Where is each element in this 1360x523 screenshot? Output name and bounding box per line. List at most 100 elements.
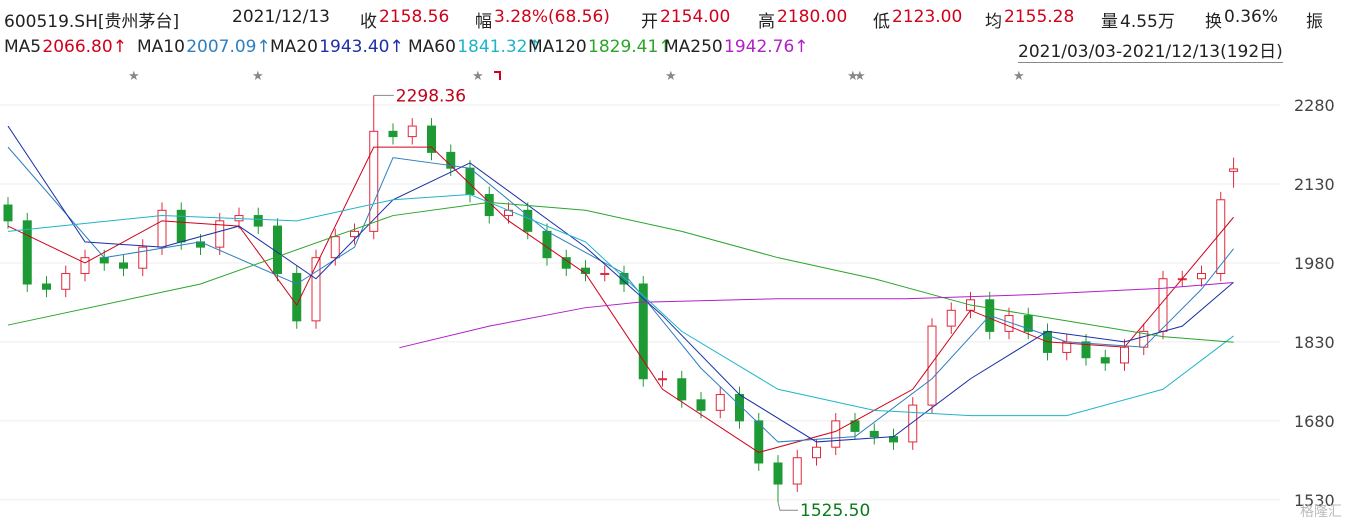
ma-value: 2066.80↑ — [42, 37, 127, 57]
candle-body — [3, 204, 13, 222]
star: ★ — [665, 69, 677, 84]
y-tick-label: 2280 — [1294, 96, 1335, 115]
ma-value: 1942.76↑ — [724, 37, 809, 57]
candle-body — [253, 215, 263, 227]
y-tick-label: 1830 — [1294, 333, 1335, 352]
ma-line — [7, 125, 1234, 443]
stat-label: 换 — [1205, 12, 1222, 32]
annotation-label: 1525.50 — [800, 501, 870, 521]
stat-value: 2154.00 — [660, 7, 731, 27]
candle-body — [812, 446, 821, 459]
candle-body — [311, 257, 321, 322]
y-tick-label: 2130 — [1294, 175, 1335, 194]
candle-body — [927, 325, 937, 406]
ma-name: MA120 — [528, 37, 587, 57]
ma-value: 1943.40↑ — [319, 37, 404, 57]
ma-name: MA20 — [270, 37, 318, 57]
ma-name: MA5 — [4, 37, 42, 57]
stat-value: 4.55万 — [1120, 12, 1175, 32]
star: ★ — [847, 69, 859, 84]
candle-body — [1100, 357, 1110, 364]
ma-name: MA10 — [137, 37, 185, 57]
stat-label: 开 — [641, 12, 658, 32]
stat-value: 2180.00 — [777, 7, 848, 27]
ma-line — [399, 282, 1234, 349]
candle-body — [446, 151, 456, 169]
candle-body — [138, 246, 148, 269]
candle-body — [831, 420, 841, 448]
annotation-pointer — [777, 502, 798, 511]
candle-body — [581, 267, 590, 274]
candle-body — [523, 209, 533, 232]
stat-label: 量 — [1101, 12, 1118, 32]
stat-value: 2158.56 — [379, 7, 450, 27]
ma-name: MA250 — [664, 37, 723, 57]
ma-name: MA60 — [408, 37, 456, 57]
ma-value: 2007.09↑ — [186, 37, 271, 57]
y-tick-label: 1530 — [1294, 491, 1335, 510]
stat-value: 2123.00 — [892, 7, 963, 27]
candle-body — [484, 194, 494, 217]
stat-value: 0.36% — [1224, 7, 1279, 27]
y-tick-label: 1980 — [1294, 254, 1335, 273]
candle-body — [99, 257, 109, 264]
stat-label: 高 — [758, 12, 775, 32]
candle-body — [946, 309, 956, 327]
candle-body — [292, 272, 302, 322]
candle-body — [600, 272, 610, 275]
y-tick-label: 1680 — [1294, 412, 1335, 431]
candle-body — [350, 230, 359, 238]
candle-body — [908, 404, 918, 443]
stat-label: 幅 — [475, 12, 492, 32]
stat-value: 2155.28 — [1004, 7, 1075, 27]
ma-line — [7, 193, 1234, 417]
event-markers: ★ ★ ★ ★ ★ ★ ★ — [128, 69, 1025, 84]
date: 2021/12/13 — [232, 7, 330, 27]
candle-body — [561, 257, 571, 269]
candle-body — [215, 220, 225, 248]
candle-body — [119, 262, 128, 269]
candle-body — [61, 272, 71, 290]
candle-body — [773, 462, 783, 485]
candle-body — [638, 283, 648, 380]
flag — [494, 71, 501, 80]
candle-body — [1023, 315, 1033, 332]
candle-body — [1081, 341, 1091, 359]
candle-body — [869, 430, 879, 438]
stat-label: 振 — [1306, 12, 1323, 32]
candle-body — [80, 257, 90, 274]
candle-body — [542, 230, 552, 259]
candle-body — [427, 125, 436, 153]
ma-line — [7, 201, 1234, 343]
candle-body — [1229, 168, 1239, 172]
candle-body — [407, 125, 417, 138]
candle-body — [1197, 272, 1206, 280]
ma-value: 1841.32↑ — [457, 37, 542, 57]
candle-body — [754, 420, 764, 464]
candle-body — [677, 378, 687, 401]
stat-value: 3.28%(68.56) — [494, 7, 610, 27]
candle-body — [330, 236, 340, 259]
candle-body — [696, 399, 706, 411]
candle-body — [658, 378, 667, 381]
stat-label: 低 — [873, 12, 890, 32]
watermark: 格隆汇 — [1300, 504, 1342, 520]
candle-body — [42, 283, 51, 290]
candle-body — [715, 394, 725, 411]
ma-line — [7, 146, 1234, 443]
candle-body — [792, 457, 802, 485]
annotation-label: 2298.36 — [396, 86, 466, 106]
candle-body — [22, 220, 32, 285]
stat-label: 收 — [360, 12, 377, 32]
date-range[interactable]: 2021/03/03-2021/12/13(192日) — [1018, 37, 1283, 63]
star: ★ — [472, 69, 484, 84]
symbol: 600519.SH[贵州茅台] — [4, 12, 180, 32]
candle-body — [388, 130, 398, 138]
stat-label: 均 — [985, 12, 1002, 32]
ma-value: 1829.41↑ — [588, 37, 673, 57]
candle-body — [1216, 199, 1226, 274]
candle-body — [369, 130, 379, 232]
star: ★ — [1013, 69, 1025, 84]
